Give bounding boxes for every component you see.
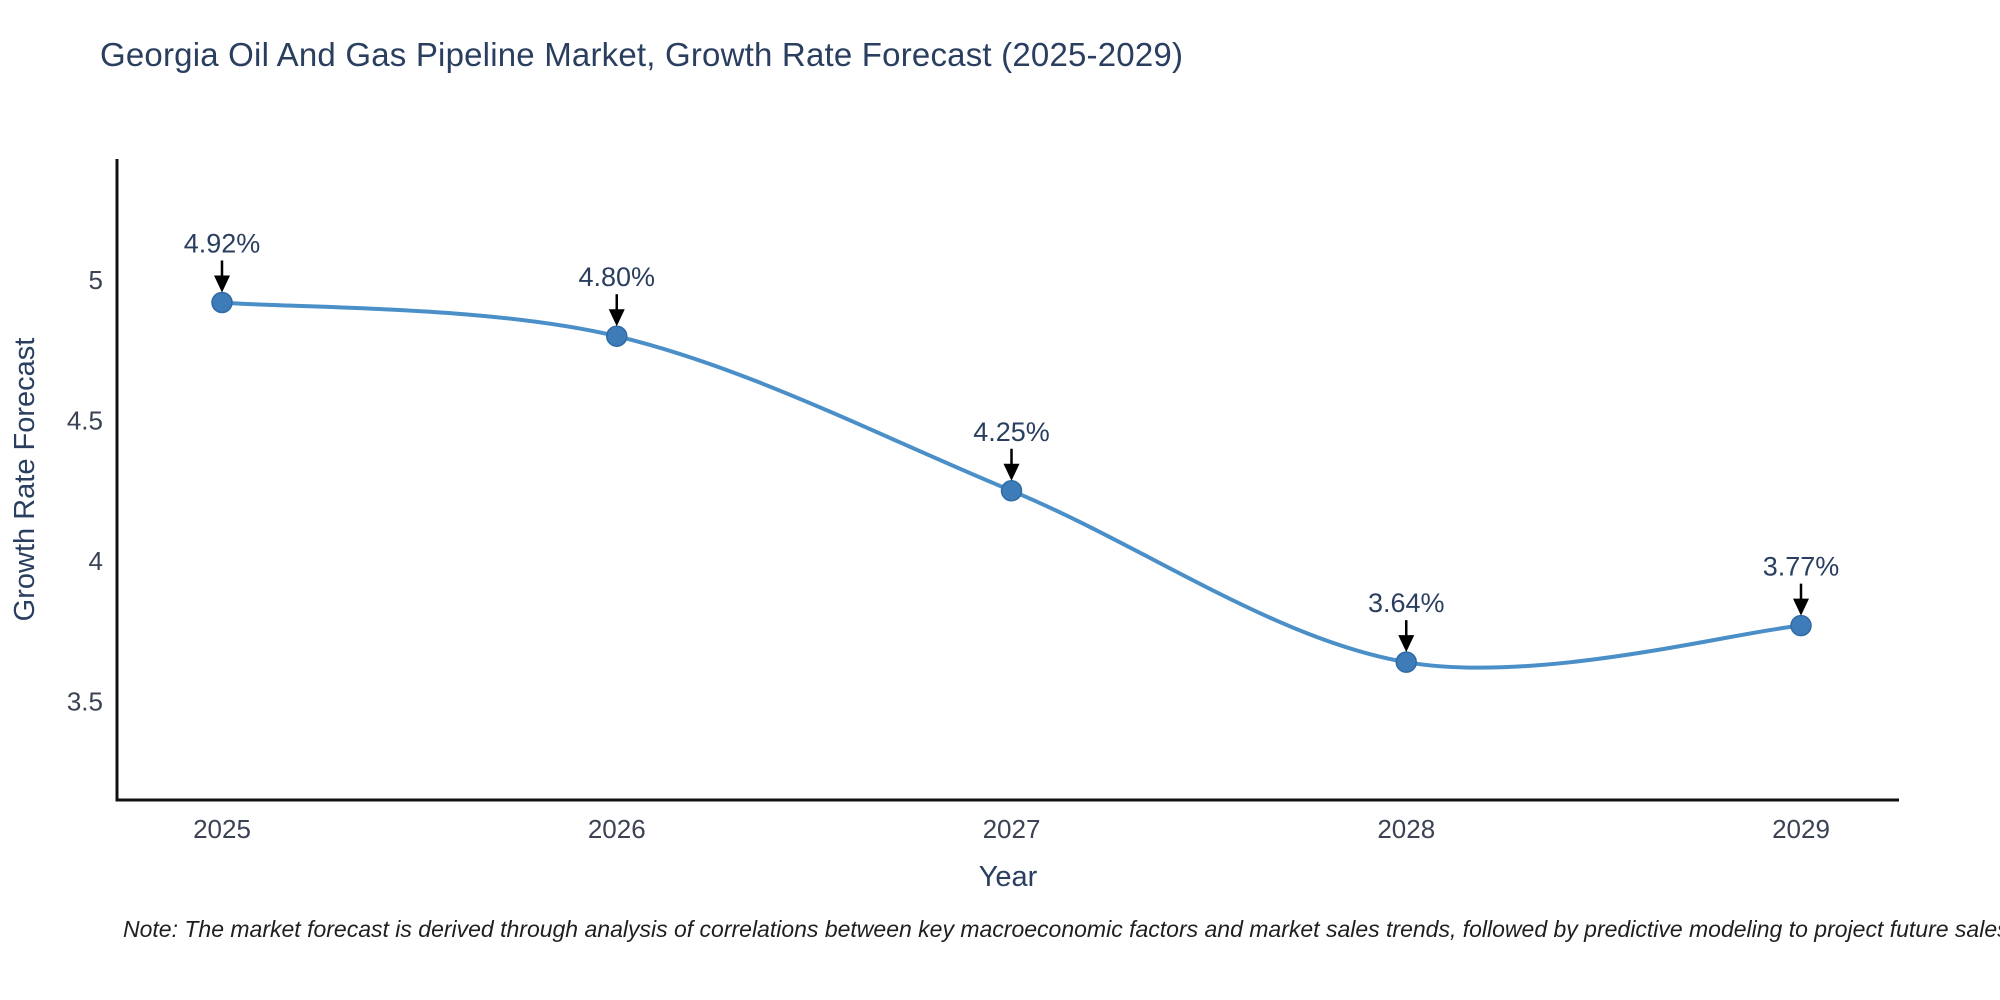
data-point-label: 4.92% xyxy=(184,228,261,258)
annotation-arrowhead xyxy=(1003,463,1020,481)
x-tick-label: 2026 xyxy=(588,814,646,844)
data-point-marker xyxy=(1790,614,1812,637)
data-point-label: 4.80% xyxy=(578,262,655,292)
x-axis-title: Year xyxy=(979,861,1038,893)
data-point-marker xyxy=(1000,480,1023,502)
y-axis-title: Growth Rate Forecast xyxy=(9,338,41,622)
footnote: Note: The market forecast is derived thr… xyxy=(123,916,2000,942)
annotation-arrowhead xyxy=(214,275,230,293)
data-point-label: 3.77% xyxy=(1763,552,1840,582)
data-point-marker xyxy=(606,325,628,347)
y-tick-label: 5 xyxy=(89,265,103,295)
x-tick-label: 2027 xyxy=(983,814,1041,844)
annotation-arrowhead xyxy=(1398,635,1415,653)
annotation-arrowhead xyxy=(1793,598,1809,616)
y-tick-label: 4 xyxy=(89,546,103,576)
x-tick-label: 2029 xyxy=(1772,814,1830,844)
y-tick-label: 3.5 xyxy=(67,687,103,717)
data-point-label: 4.25% xyxy=(973,417,1050,447)
data-point-marker xyxy=(211,291,233,314)
x-tick-label: 2028 xyxy=(1377,814,1435,844)
data-point-marker xyxy=(1395,651,1417,673)
chart-title: Georgia Oil And Gas Pipeline Market, Gro… xyxy=(100,36,1184,73)
data-point-label: 3.64% xyxy=(1368,588,1445,618)
x-tick-label: 2025 xyxy=(193,814,251,844)
annotation-arrowhead xyxy=(608,309,625,327)
y-tick-label: 4.5 xyxy=(67,406,103,436)
